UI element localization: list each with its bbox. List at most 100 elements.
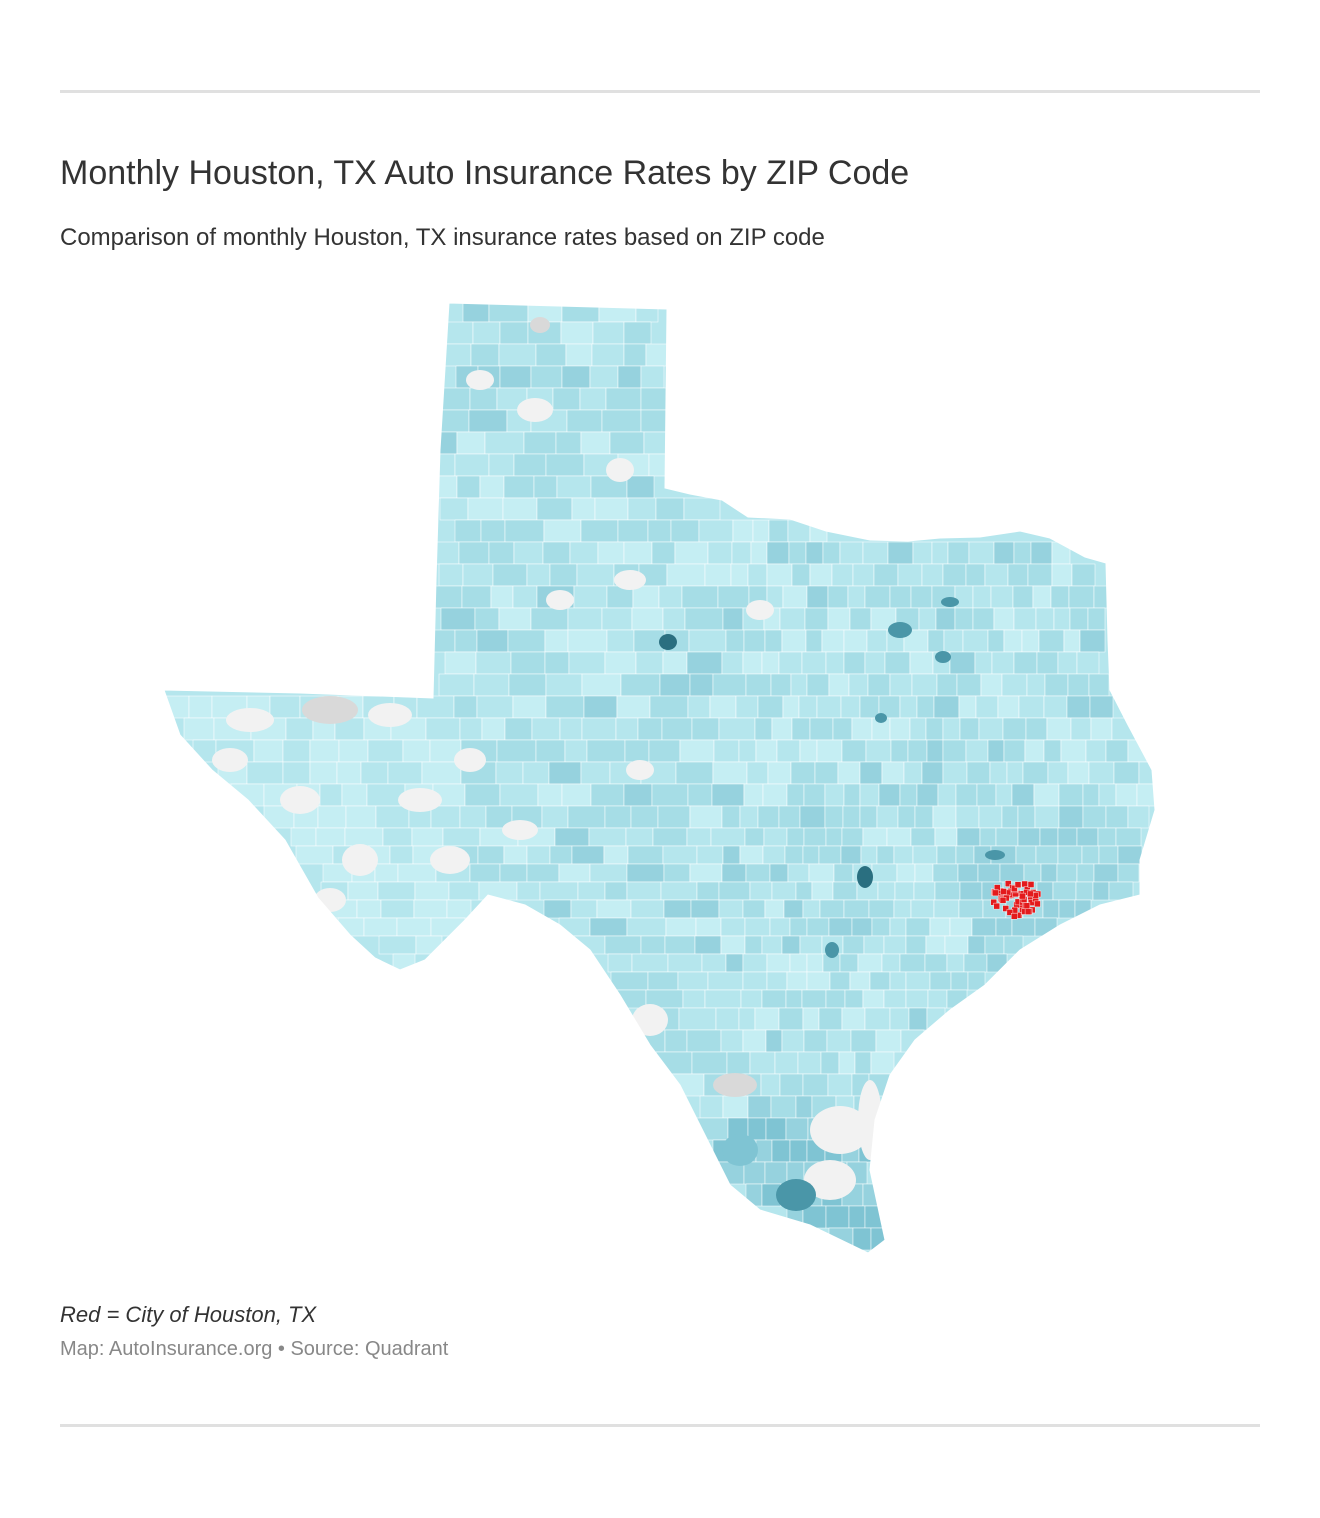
houston-zip-area[interactable] <box>1027 881 1035 888</box>
zip-area <box>809 717 834 741</box>
zip-area <box>617 365 642 389</box>
houston-zip-area[interactable] <box>1005 880 1012 887</box>
zip-area <box>778 1007 804 1031</box>
zip-area <box>832 881 858 901</box>
zip-area <box>932 863 959 883</box>
zip-area <box>567 805 606 829</box>
houston-zip-area[interactable] <box>1034 900 1041 908</box>
zip-area <box>932 805 957 829</box>
zip-area <box>498 607 532 631</box>
zip-area <box>828 1227 854 1251</box>
zip-area <box>535 343 567 367</box>
zip-area <box>1098 845 1119 865</box>
zip-area <box>766 541 790 565</box>
zip-area <box>535 739 566 763</box>
zip-area <box>862 989 885 1009</box>
zip-area <box>1026 673 1046 697</box>
zip-area <box>1003 629 1023 653</box>
no-data-area <box>502 820 538 840</box>
houston-zip-area[interactable] <box>1027 890 1034 898</box>
zip-area <box>665 917 697 937</box>
zip-area <box>843 651 866 675</box>
zip-area <box>897 563 923 587</box>
zip-area <box>1071 563 1096 587</box>
zip-area <box>832 717 853 741</box>
zip-area <box>696 845 724 865</box>
zip-area <box>972 585 992 609</box>
zip-area <box>414 881 450 901</box>
zip-area <box>781 935 801 955</box>
zip-area <box>827 1073 853 1097</box>
zip-area <box>502 497 538 521</box>
zip-area <box>626 475 655 499</box>
zip-area <box>763 827 788 847</box>
no-data-area <box>280 786 320 814</box>
zip-area <box>230 783 265 807</box>
zip-area <box>380 899 415 919</box>
zip-area <box>802 845 820 865</box>
zip-area <box>789 917 808 937</box>
houston-zip-area[interactable] <box>1024 908 1032 915</box>
zip-area <box>718 899 744 919</box>
zip-area <box>788 541 807 565</box>
no-data-area <box>530 317 550 333</box>
zip-area <box>747 1117 767 1141</box>
zip-area <box>769 917 791 937</box>
zip-area <box>1097 827 1117 847</box>
zip-area <box>802 1205 827 1229</box>
zip-area <box>857 953 883 973</box>
zip-area <box>782 585 808 609</box>
zip-area <box>591 343 625 367</box>
zip-area <box>824 805 844 829</box>
houston-zip-area[interactable] <box>993 902 1000 910</box>
zip-area <box>955 845 975 865</box>
zip-area <box>765 1029 783 1053</box>
texas-zip-map[interactable] <box>0 290 1320 1270</box>
zip-area <box>607 953 633 973</box>
zip-area <box>663 863 691 883</box>
zip-area <box>899 783 918 807</box>
houston-zip-area[interactable] <box>992 889 999 897</box>
zip-area <box>761 935 783 955</box>
houston-zip-area[interactable] <box>1019 892 1026 900</box>
zip-area <box>761 651 780 675</box>
zip-area <box>916 695 935 719</box>
zip-area <box>754 717 773 741</box>
houston-zip-area[interactable] <box>1011 913 1018 920</box>
zip-area <box>715 1007 740 1031</box>
zip-area <box>1052 881 1077 901</box>
zip-area <box>918 607 937 631</box>
zip-area <box>809 563 833 587</box>
houston-zip-area[interactable] <box>1023 902 1031 909</box>
no-data-area <box>858 1080 882 1160</box>
zip-area <box>802 1007 820 1031</box>
houston-zip-area[interactable] <box>999 897 1007 904</box>
houston-zip-area[interactable] <box>1006 909 1014 916</box>
zip-area <box>914 805 934 829</box>
zip-area <box>1098 783 1117 807</box>
zip-area <box>617 519 649 543</box>
no-data-area <box>398 788 442 812</box>
houston-city-area[interactable] <box>990 880 1042 920</box>
zip-area <box>434 431 458 455</box>
zip-area <box>558 917 591 937</box>
zip-area <box>867 673 891 697</box>
zip-area <box>1046 717 1072 741</box>
zip-area <box>1032 585 1052 609</box>
zip-area <box>781 1029 805 1053</box>
zip-area <box>884 651 911 675</box>
houston-zip-area[interactable] <box>1011 885 1018 892</box>
zip-area <box>883 935 907 955</box>
zip-area <box>820 1051 840 1075</box>
zip-area <box>601 607 633 631</box>
houston-zip-area[interactable] <box>1021 880 1028 888</box>
houston-zip-area[interactable] <box>1014 881 1022 888</box>
zip-area <box>769 863 789 883</box>
zip-area <box>317 805 347 829</box>
zip-area <box>530 607 569 631</box>
houston-zip-area[interactable] <box>1000 888 1007 895</box>
zip-area <box>806 673 830 697</box>
zip-area <box>989 761 1008 785</box>
zip-area <box>666 563 706 587</box>
houston-zip-area[interactable] <box>1002 905 1009 912</box>
